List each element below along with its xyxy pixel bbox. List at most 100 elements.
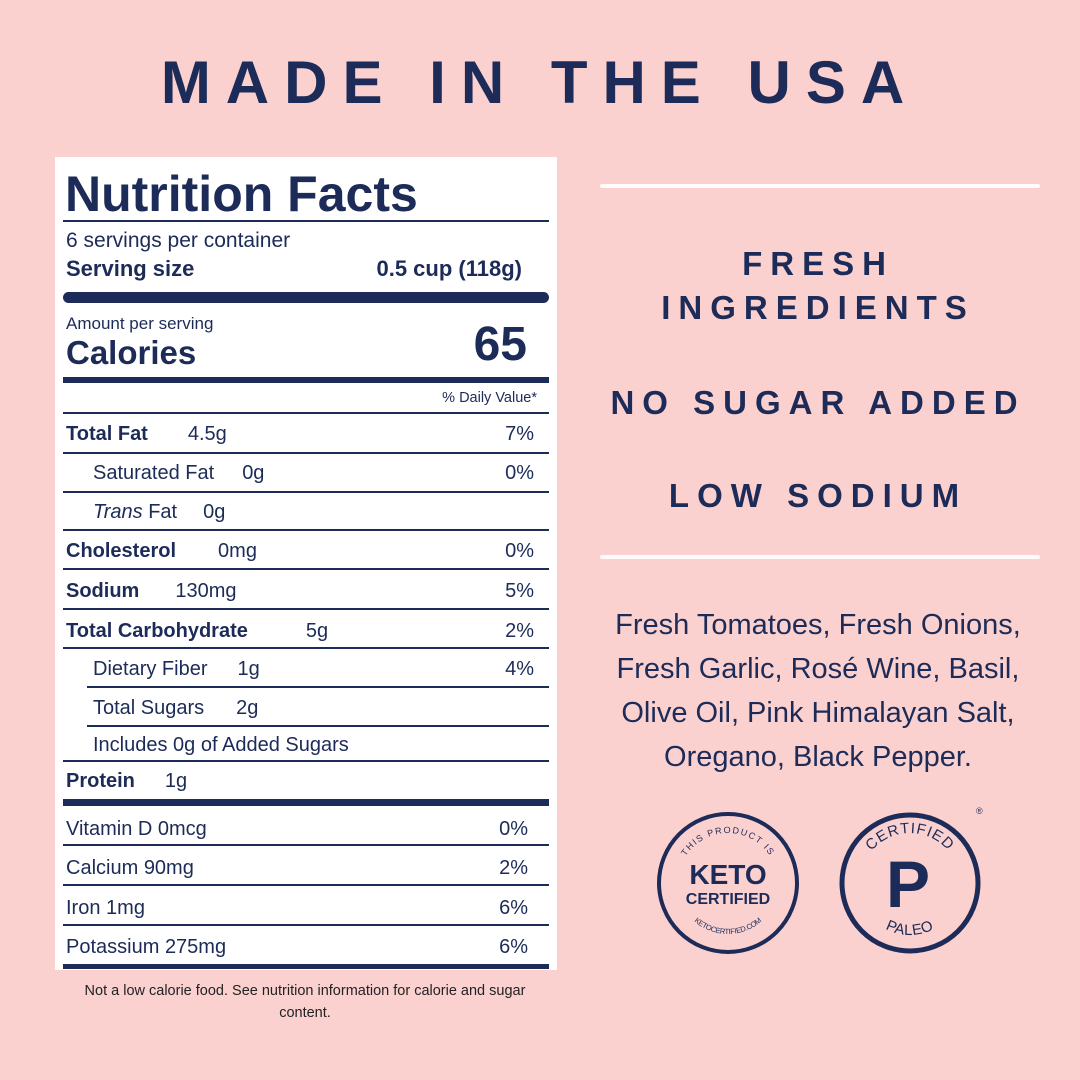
label: Total Fat bbox=[66, 423, 148, 445]
paleo-bottom-path: PALEO bbox=[884, 917, 936, 939]
dv: 2% bbox=[505, 620, 534, 642]
servings: 6 servings per container bbox=[66, 229, 291, 252]
label: Sodium bbox=[66, 580, 140, 602]
amount: 0mg bbox=[218, 540, 257, 562]
nutrient-row: Dietary Fiber 1g 4% bbox=[93, 656, 534, 682]
nutrient-row: Total Sugars 2g bbox=[93, 695, 534, 721]
label: Iron bbox=[66, 897, 101, 919]
rule bbox=[63, 647, 549, 649]
dv: 0% bbox=[505, 462, 534, 484]
dv: 5% bbox=[505, 580, 534, 602]
dv: 0% bbox=[499, 818, 528, 840]
label: Protein bbox=[66, 770, 135, 792]
nutrient-row: Trans Fat 0g bbox=[93, 499, 534, 525]
label: Dietary Fiber bbox=[93, 658, 208, 680]
serving-size: 0.5 cup (118g) bbox=[376, 256, 522, 281]
keto-top: THIS PRODUCT IS bbox=[679, 825, 777, 858]
label: Vitamin D bbox=[66, 818, 153, 840]
badges: THIS PRODUCT IS KETO CERTIFIED KETOCERTI… bbox=[657, 806, 983, 954]
nutrient-row: Total Fat 4.5g 7% bbox=[66, 421, 534, 447]
amount-per-serving: Amount per serving bbox=[66, 314, 214, 333]
nutrient-row: Total Carbohydrate 5g 2% bbox=[66, 618, 534, 644]
rule bbox=[63, 924, 549, 926]
rule bbox=[63, 884, 549, 886]
paleo-main: P bbox=[886, 847, 930, 921]
label: Total Sugars bbox=[93, 697, 205, 719]
paleo-ring bbox=[839, 812, 981, 954]
rule bbox=[63, 529, 549, 531]
calories: 65 bbox=[473, 318, 527, 371]
dv: 4% bbox=[505, 658, 534, 680]
keto-top-path: THIS PRODUCT IS bbox=[679, 825, 775, 858]
rule bbox=[63, 377, 549, 383]
mineral-row: Iron 1mg 6% bbox=[66, 895, 534, 921]
nutrient-row: Cholesterol 0mg 0% bbox=[66, 538, 534, 564]
label: Cholesterol bbox=[66, 540, 177, 562]
amount: 0g bbox=[242, 462, 265, 484]
daily-value-header: % Daily Value* bbox=[442, 390, 537, 406]
dv: 7% bbox=[505, 423, 534, 445]
ingredients: Fresh Tomatoes, Fresh Onions, Fresh Garl… bbox=[615, 609, 1021, 773]
divider bbox=[600, 555, 1040, 559]
keto-bottom: KETOCERTIFIED.COM bbox=[693, 916, 763, 936]
footnote: Not a low calorie food. See nutrition in… bbox=[84, 983, 526, 1021]
claim: LOW SODIUM bbox=[668, 477, 968, 514]
title: MADE IN THE USA bbox=[160, 49, 920, 116]
label: Potassium bbox=[66, 936, 160, 958]
rule bbox=[63, 220, 549, 222]
paleo-bottom: PALEO bbox=[884, 917, 937, 939]
amount: 0mcg bbox=[157, 818, 207, 840]
amount: 1g bbox=[237, 658, 260, 680]
amount: 5g bbox=[305, 620, 329, 642]
keto-sub: CERTIFIED bbox=[686, 891, 770, 908]
serving-size-label: Serving size bbox=[66, 256, 195, 281]
rule bbox=[63, 760, 549, 762]
dv: 6% bbox=[499, 897, 528, 919]
label-italic: Trans bbox=[93, 501, 143, 523]
mineral-row: Vitamin D 0mcg 0% bbox=[66, 816, 534, 842]
nutrient-row: Saturated Fat 0g 0% bbox=[93, 460, 534, 486]
dv: 0% bbox=[505, 540, 534, 562]
keto-main: KETO bbox=[689, 859, 766, 890]
rule bbox=[63, 608, 549, 610]
paleo-mark: ® bbox=[976, 806, 983, 816]
amount: 4.5g bbox=[187, 423, 227, 445]
rule bbox=[63, 964, 549, 969]
rule bbox=[63, 799, 549, 806]
nutrient-row: Protein 1g bbox=[66, 768, 534, 794]
amount: 130mg bbox=[175, 580, 237, 602]
label: Calcium bbox=[66, 857, 139, 879]
nutrient-row: Sodium 130mg 5% bbox=[66, 578, 534, 604]
rule bbox=[63, 568, 549, 570]
dv: 2% bbox=[499, 857, 528, 879]
amount: 275mg bbox=[164, 936, 227, 958]
rule bbox=[63, 452, 549, 454]
label: Saturated Fat bbox=[93, 462, 215, 484]
claim: FRESH INGREDIENTS bbox=[661, 245, 975, 326]
rule bbox=[63, 491, 549, 493]
mineral-row: Potassium 275mg 6% bbox=[66, 934, 534, 960]
nf-heading: Nutrition Facts bbox=[65, 166, 418, 222]
amount: 0g bbox=[203, 501, 226, 523]
label: Total Carbohydrate bbox=[66, 620, 248, 642]
claim: NO SUGAR ADDED bbox=[610, 384, 1026, 421]
label: Includes 0g of Added Sugars bbox=[93, 734, 349, 756]
label: Fat bbox=[148, 501, 178, 523]
divider bbox=[600, 184, 1040, 188]
rule bbox=[87, 686, 549, 688]
calories-label: Calories bbox=[66, 334, 197, 371]
amount: 2g bbox=[236, 697, 259, 719]
mineral-row: Calcium 90mg 2% bbox=[66, 855, 534, 881]
keto-ring bbox=[657, 812, 799, 954]
rule bbox=[63, 292, 549, 303]
rule bbox=[87, 725, 549, 727]
rule bbox=[63, 844, 549, 846]
amount: 1mg bbox=[106, 897, 145, 919]
keto-bottom-path: KETOCERTIFIED.COM bbox=[693, 916, 763, 936]
amount: 90mg bbox=[143, 857, 194, 879]
dv: 6% bbox=[499, 936, 528, 958]
amount: 1g bbox=[164, 770, 188, 792]
rule bbox=[63, 412, 549, 414]
nutrition-label: Nutrition Facts 6 servings per container… bbox=[55, 157, 557, 970]
